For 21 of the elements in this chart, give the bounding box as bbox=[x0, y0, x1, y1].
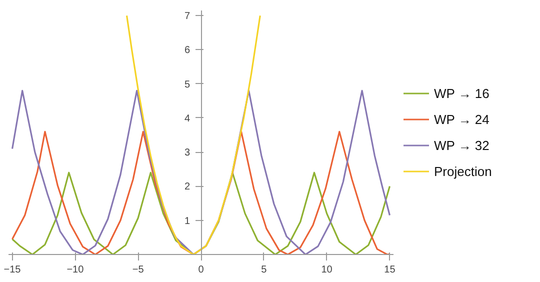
y-tick-label: 6 bbox=[184, 45, 190, 56]
x-tick-label: −10 bbox=[66, 264, 84, 276]
legend-label: WP → 16 bbox=[434, 86, 490, 100]
y-tick-label: 3 bbox=[184, 148, 190, 159]
y-tick-label: 7 bbox=[184, 11, 190, 22]
y-tick-label: 1 bbox=[184, 216, 190, 227]
y-tick-label: 2 bbox=[184, 182, 190, 193]
x-tick-label: 15 bbox=[384, 264, 396, 276]
x-tick-label: 5 bbox=[261, 264, 268, 276]
x-tick-label: 0 bbox=[198, 264, 204, 276]
y-tick-label: 4 bbox=[184, 113, 190, 124]
legend-label: Projection bbox=[434, 164, 492, 178]
y-tick-label: 5 bbox=[184, 79, 190, 90]
legend-label: WP → 24 bbox=[434, 112, 490, 126]
legend-label: WP → 32 bbox=[434, 138, 490, 152]
line-series bbox=[11, 172, 391, 254]
x-tick-label: −15 bbox=[4, 264, 22, 276]
x-tick-label: −5 bbox=[132, 264, 144, 276]
line-series bbox=[11, 90, 391, 254]
x-tick-label: 10 bbox=[321, 264, 333, 276]
line-series bbox=[11, 130, 391, 254]
